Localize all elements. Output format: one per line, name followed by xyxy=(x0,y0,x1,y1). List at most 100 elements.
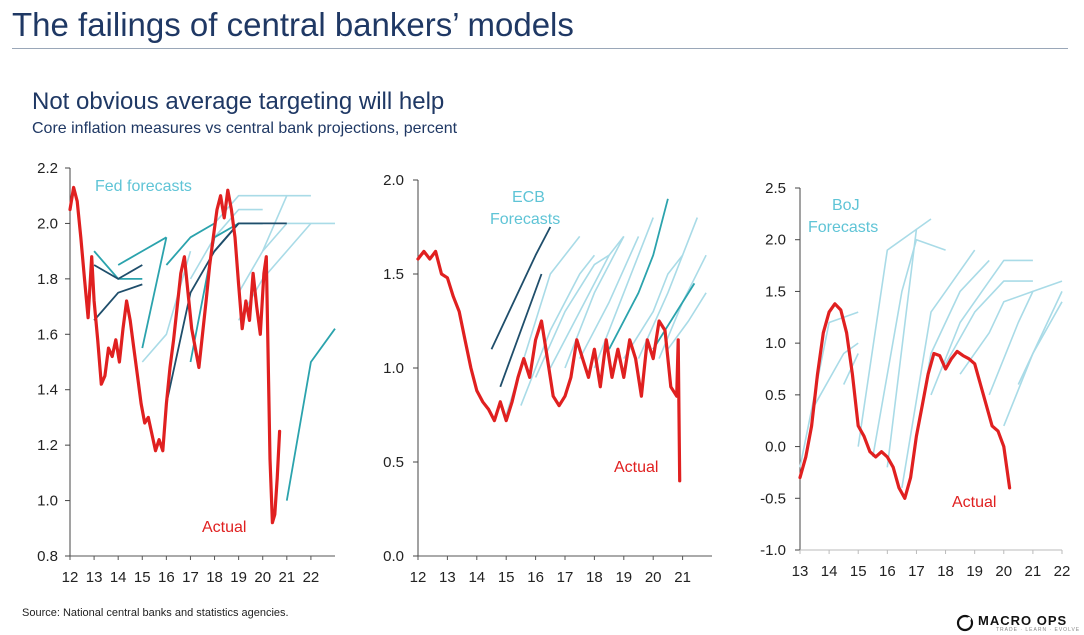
boj-x-tick-label: 14 xyxy=(821,563,838,580)
fed-x-tick-label: 12 xyxy=(62,569,79,586)
ecb-y-tick-label: 2.0 xyxy=(383,172,404,189)
fed-forecast-line xyxy=(213,222,287,252)
ecb-forecast-line xyxy=(490,226,552,350)
fed-forecast-line xyxy=(165,222,215,266)
boj-forecast-line xyxy=(944,280,1033,365)
fed-forecast-line xyxy=(93,264,143,280)
ecb-x-tick-label: 17 xyxy=(557,569,574,586)
ecb-annotation-forecast-line2: Forecasts xyxy=(490,211,560,228)
fed-y-tick-label: 1.2 xyxy=(37,437,58,454)
fed-x-tick-label: 20 xyxy=(254,569,271,586)
ecb-y-tick-label: 1.5 xyxy=(383,266,404,283)
ecb-y-tick-label: 1.0 xyxy=(383,360,404,377)
logo-ring-icon xyxy=(956,614,974,631)
ecb-chart: 0.0 0.5 1.0 1.5 2.0 12 13 14 15 16 17 18 19 20 21 ECB Fo… xyxy=(383,172,712,586)
page-title: The failings of central bankers’ models xyxy=(12,6,574,43)
boj-forecast-line xyxy=(813,342,859,406)
chart-subtitle: Not obvious average targeting will help xyxy=(32,88,445,115)
fed-forecast-line xyxy=(261,194,311,252)
ecb-x-tick-label: 15 xyxy=(498,569,515,586)
boj-forecast-line xyxy=(857,228,917,447)
fed-forecast-line xyxy=(285,328,336,501)
fed-x-tick-label: 13 xyxy=(86,569,103,586)
ecb-forecast-line xyxy=(623,254,684,360)
fed-y-tick-label: 0.8 xyxy=(37,548,58,565)
fed-x-tick-label: 22 xyxy=(303,569,320,586)
boj-forecast-line xyxy=(1017,291,1063,385)
chart-description: Core inflation measures vs central bank … xyxy=(32,120,458,137)
ecb-forecast-line xyxy=(534,254,610,378)
ecb-forecast-line xyxy=(667,292,707,350)
boj-y-tick-label: 0.0 xyxy=(765,439,786,456)
fed-y-tick-label: 1.8 xyxy=(37,271,58,288)
boj-x-tick-label: 13 xyxy=(792,563,809,580)
boj-x-tick-label: 17 xyxy=(908,563,925,580)
ecb-x-tick-label: 20 xyxy=(645,569,662,586)
fed-y-tick-label: 1.0 xyxy=(37,493,58,510)
boj-forecast-line xyxy=(886,218,932,468)
charts-canvas: 0.8 1.0 1.2 1.4 1.6 1.8 2.0 2.2 12 13 14 15 16 17 18 19… xyxy=(37,160,1070,586)
fed-forecast-line xyxy=(141,237,168,349)
boj-y-tick-label: 2.5 xyxy=(765,180,786,197)
title-divider xyxy=(12,48,1068,49)
macro-ops-logo: MACRO OPS TRADE · LEARN · EVOLVE xyxy=(956,612,1080,633)
ecb-x-tick-label: 12 xyxy=(410,569,427,586)
boj-x-tick-label: 19 xyxy=(966,563,983,580)
ecb-forecast-line xyxy=(499,273,543,388)
boj-y-tick-label: 0.5 xyxy=(765,387,786,404)
fed-x-tick-label: 16 xyxy=(158,569,175,586)
fed-x-tick-label: 21 xyxy=(278,569,295,586)
boj-x-tick-label: 16 xyxy=(879,563,896,580)
source-note: Source: National central banks and stati… xyxy=(22,607,289,619)
fed-y-tick-label: 1.6 xyxy=(37,326,58,343)
ecb-forecast-line xyxy=(652,282,696,350)
fed-x-tick-label: 15 xyxy=(134,569,151,586)
ecb-y-tick-label: 0.5 xyxy=(383,454,404,471)
boj-annotation-forecast-line2: Forecasts xyxy=(808,219,878,236)
fed-y-tick-label: 1.4 xyxy=(37,382,58,399)
fed-forecast-line xyxy=(117,236,167,266)
boj-chart: -1.0 -0.5 0.0 0.5 1.0 1.5 2.0 2.5 13 14 15 16 17 18 19… xyxy=(760,180,1070,580)
fed-y-tick-label: 2.0 xyxy=(37,215,58,232)
ecb-forecast-line xyxy=(520,254,596,406)
boj-forecast-line xyxy=(988,280,1063,396)
ecb-forecast-line xyxy=(578,236,640,359)
fed-x-tick-label: 17 xyxy=(182,569,199,586)
fed-actual-line xyxy=(68,185,282,525)
boj-x-tick-label: 20 xyxy=(995,563,1012,580)
logo-text: MACRO OPS xyxy=(978,613,1068,628)
ecb-annotation-actual: Actual xyxy=(614,459,658,476)
ecb-forecast-line xyxy=(608,198,669,350)
fed-annotation-actual: Actual xyxy=(202,519,246,536)
boj-y-tick-label: -0.5 xyxy=(760,490,786,507)
ecb-forecast-line xyxy=(637,217,699,359)
boj-forecast-line xyxy=(901,249,976,489)
ecb-x-tick-label: 16 xyxy=(527,569,544,586)
fed-forecast-line xyxy=(93,283,143,321)
boj-annotation-forecast-line1: BoJ xyxy=(832,197,860,214)
boj-y-tick-label: 1.5 xyxy=(765,283,786,300)
logo-tagline: TRADE · LEARN · EVOLVE xyxy=(996,627,1081,633)
ecb-x-tick-label: 21 xyxy=(674,569,691,586)
boj-y-tick-label: -1.0 xyxy=(760,542,786,559)
boj-x-tick-label: 21 xyxy=(1025,563,1042,580)
ecb-annotation-forecast-line1: ECB xyxy=(512,189,545,206)
fed-chart: 0.8 1.0 1.2 1.4 1.6 1.8 2.0 2.2 12 13 14 15 16 17 18 19… xyxy=(37,160,336,586)
boj-y-tick-label: 1.0 xyxy=(765,335,786,352)
ecb-x-tick-label: 19 xyxy=(615,569,632,586)
fed-x-tick-label: 19 xyxy=(230,569,247,586)
boj-forecast-line xyxy=(799,311,859,468)
boj-forecast-line xyxy=(930,259,1033,396)
boj-x-tick-label: 18 xyxy=(937,563,954,580)
ecb-y-tick-label: 0.0 xyxy=(383,548,404,565)
fed-x-tick-label: 14 xyxy=(110,569,127,586)
ecb-x-tick-label: 18 xyxy=(586,569,603,586)
ecb-forecast-line xyxy=(549,235,625,369)
ecb-x-tick-label: 13 xyxy=(439,569,456,586)
ecb-actual-line xyxy=(416,249,682,483)
fed-forecast-line xyxy=(141,250,192,363)
boj-forecast-line xyxy=(959,290,1034,375)
boj-x-tick-label: 15 xyxy=(850,563,867,580)
ecb-x-tick-label: 14 xyxy=(468,569,485,586)
fed-forecast-line xyxy=(189,208,263,280)
